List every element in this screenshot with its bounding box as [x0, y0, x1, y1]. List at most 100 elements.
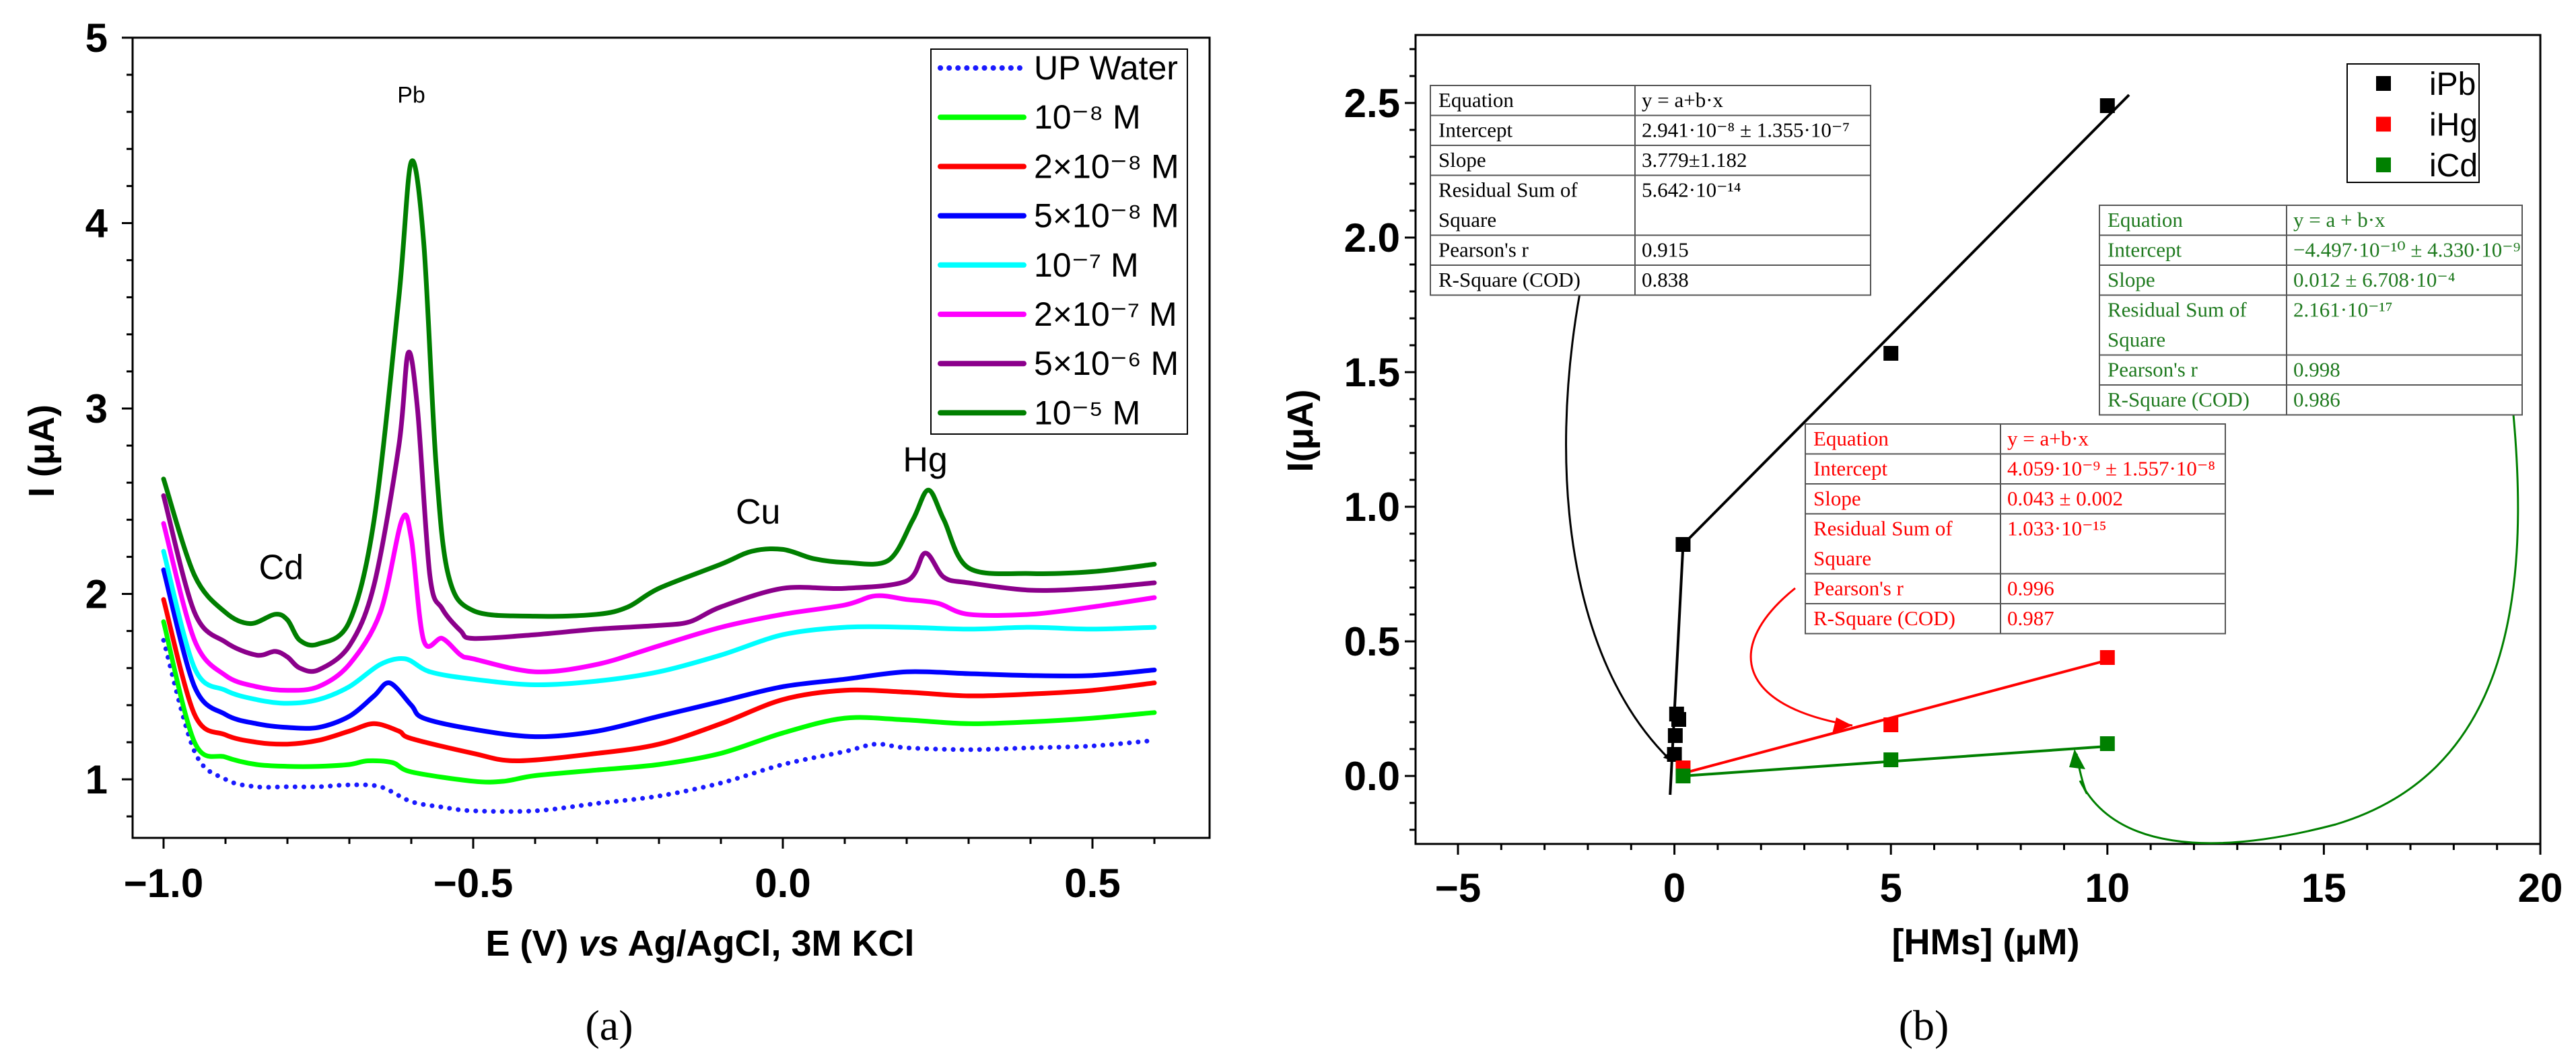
series-line-3 — [161, 567, 1157, 740]
x-tick-label: 0.5 — [1064, 861, 1120, 906]
fit-table-iPb: Equation y = a+b·x Intercept 2.941·10⁻⁸ ± 1… — [1430, 85, 1871, 296]
peak-label: Hg — [903, 441, 947, 480]
fit-table-iHg: Equation y = a+b·x Intercept 4.059·10⁻⁹ ± 1… — [1805, 423, 2226, 635]
legend-a: UP Water 10⁻⁸ M 2×10⁻⁸ M 5×10⁻⁸ M 10⁻⁷ M 2×10… — [930, 48, 1188, 435]
x-axis-label-part: vs — [578, 923, 619, 964]
y-tick-label: 5 — [85, 15, 108, 61]
x-tick-label: −0.5 — [433, 861, 513, 906]
x-axis-label: E (V) vs Ag/AgCl, 3M KCl — [485, 923, 914, 964]
table-row-label: Pearson's r — [1438, 238, 1529, 262]
data-point-iPb — [1675, 537, 1691, 552]
arrow-ihg-table — [1749, 587, 1853, 727]
peak-label: Pb — [397, 82, 425, 108]
table-row-value: 0.998 — [2293, 358, 2340, 382]
series-line-0 — [161, 637, 1157, 814]
data-point-iCd — [2099, 736, 2115, 751]
legend-b: iPb iHg iCd — [2346, 63, 2480, 184]
panel-a-voltammograms: −1.0 −0.5 0.0 0.5 1 2 3 4 5 E (V) vs Ag/AgCl, 3M … — [22, 15, 1211, 1049]
table-row-label: Intercept — [2108, 238, 2182, 262]
peak-label: Cu — [736, 493, 780, 532]
table-row-value: 0.043 ± 0.002 — [2007, 487, 2123, 510]
x-tick-label: 0 — [1663, 865, 1685, 911]
panel-label-b: (b) — [1899, 1001, 1949, 1049]
legend-label: iPb — [2429, 67, 2476, 102]
table-row-value: 1.033·10⁻¹⁵ — [2007, 517, 2107, 540]
series-line-5 — [161, 512, 1157, 693]
legend-label: iCd — [2429, 148, 2478, 184]
table-row-label: R-Square (COD) — [1813, 606, 1955, 630]
table-row-label: Slope — [1813, 487, 1861, 510]
x-axis-label: [HMs] (μM) — [1892, 922, 2080, 962]
legend-label: 5×10⁻⁸ M — [1034, 197, 1179, 235]
data-point-iCd — [1675, 769, 1691, 783]
table-row-label: Residual Sum of — [1438, 178, 1578, 202]
legend-label: 2×10⁻⁷ M — [1034, 295, 1177, 333]
y-axis-label: I (μA) — [22, 404, 62, 497]
data-point-iCd — [1883, 752, 1899, 767]
table-row-value: 3.779±1.182 — [1642, 148, 1747, 172]
x-tick-label: 0.0 — [755, 861, 810, 906]
table-row-label: Equation — [1813, 427, 1889, 450]
data-point-iPb — [1667, 747, 1682, 762]
table-row-label: Square — [1438, 208, 1496, 232]
y-tick-label: 4 — [85, 201, 108, 246]
legend-label: 5×10⁻⁶ M — [1034, 345, 1179, 382]
table-row-label: Slope — [2108, 268, 2155, 291]
table-row-label: Equation — [2108, 208, 2183, 232]
table-row-label: Intercept — [1813, 457, 1888, 481]
legend-swatch — [2376, 116, 2391, 132]
table-row-value: 0.987 — [2007, 606, 2054, 630]
table-row-value: y = a+b·x — [2007, 427, 2089, 450]
table-row-value: 0.838 — [1642, 268, 1689, 291]
y-tick-label: 0.5 — [1344, 619, 1400, 664]
data-point-iPb — [2099, 98, 2115, 113]
legend-box — [930, 48, 1188, 435]
y-tick-label: 2 — [85, 572, 108, 617]
table-row-label: Pearson's r — [2108, 358, 2198, 382]
table-row-label: R-Square (COD) — [1438, 268, 1580, 291]
table-row-value: −4.497·10⁻¹⁰ ± 4.330·10⁻⁹ — [2293, 238, 2520, 262]
x-axis-label-part: Ag/AgCl, 3M KCl — [619, 923, 915, 964]
peak-label: Cd — [259, 548, 304, 587]
table-row-value: 0.012 ± 6.708·10⁻⁴ — [2293, 268, 2456, 291]
y-tick-label: 3 — [85, 386, 108, 431]
x-tick-label: 20 — [2518, 865, 2563, 911]
table-row-value: y = a + b·x — [2293, 208, 2386, 232]
y-tick-label: 2.5 — [1344, 81, 1400, 126]
legend-label: 2×10⁻⁸ M — [1034, 147, 1179, 185]
x-tick-label: −5 — [1435, 865, 1481, 911]
table-row-value: 0.996 — [2007, 577, 2054, 600]
data-point-iHg — [2099, 650, 2115, 665]
series-line-2 — [161, 597, 1157, 763]
data-point-iPb — [1671, 712, 1687, 727]
legend-swatch — [2376, 157, 2391, 172]
data-point-iHg — [1883, 717, 1899, 732]
y-tick-label: 1.0 — [1344, 485, 1400, 530]
fit-table-iCd: Equation y = a + b·x Intercept −4.497·10⁻¹⁰… — [2099, 205, 2523, 416]
y-tick-label: 1.5 — [1344, 350, 1400, 395]
x-tick-label: 15 — [2301, 865, 2346, 911]
series-line-4 — [161, 548, 1157, 706]
x-axis-label-part: E (V) — [485, 923, 578, 964]
table-row-value: y = a+b·x — [1642, 88, 1724, 112]
x-tick-label: 5 — [1880, 865, 1902, 911]
table-row-label: R-Square (COD) — [2108, 388, 2250, 411]
table-row-label: Slope — [1438, 148, 1486, 172]
series-line-1 — [161, 619, 1157, 785]
table-row-value: 2.161·10⁻¹⁷ — [2293, 298, 2393, 322]
legend-swatch — [2376, 76, 2391, 91]
series-line-6 — [161, 349, 1157, 674]
plot-frame — [131, 36, 1211, 839]
table-row-label: Square — [1813, 546, 1871, 570]
table-row-label: Intercept — [1438, 118, 1513, 142]
table-row-label: Square — [2108, 328, 2165, 351]
legend-label: UP Water — [1034, 49, 1178, 87]
arrow-head-icd — [2069, 749, 2085, 769]
data-point-iPb — [1667, 728, 1683, 743]
series-line-7 — [161, 158, 1157, 648]
legend-label: iHg — [2429, 108, 2478, 143]
table-row-label: Equation — [1438, 88, 1514, 112]
table-row-value: 5.642·10⁻¹⁴ — [1642, 178, 1741, 202]
table-frame — [1430, 85, 1871, 296]
arrow-icd-table — [2075, 414, 2519, 845]
